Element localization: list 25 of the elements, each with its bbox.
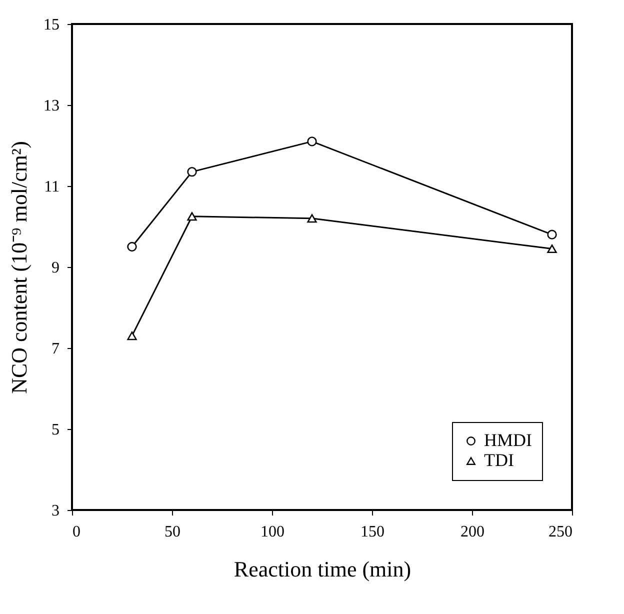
point bbox=[547, 244, 557, 254]
legend-label: HMDI bbox=[484, 430, 532, 450]
x-tick-label: 50 bbox=[164, 524, 180, 540]
point bbox=[127, 242, 137, 252]
point bbox=[307, 214, 317, 223]
y-axis-title: NCO content (10⁻⁹ mol/cm²) bbox=[6, 141, 32, 394]
y-tick-label: 7 bbox=[52, 340, 60, 358]
x-tick-label: 100 bbox=[260, 524, 284, 540]
y-tick-label: 9 bbox=[52, 260, 60, 276]
y-tick-label: 15 bbox=[44, 16, 60, 34]
y-tick-label: 3 bbox=[52, 502, 60, 520]
point bbox=[547, 230, 557, 240]
y-tick-label: 11 bbox=[44, 178, 60, 196]
y-tick-label: 13 bbox=[44, 98, 60, 114]
x-tick-label: 200 bbox=[460, 524, 484, 540]
point bbox=[307, 136, 317, 146]
legend-label: TDI bbox=[484, 450, 514, 470]
x-tick-label: 0 bbox=[72, 524, 80, 540]
x-tick-label: 250 bbox=[548, 524, 572, 540]
point bbox=[187, 212, 197, 221]
y-tick-label: 5 bbox=[52, 422, 60, 438]
x-axis-title: Reaction time (min) bbox=[234, 556, 412, 582]
point bbox=[127, 332, 137, 340]
point bbox=[187, 167, 197, 177]
x-tick-label: 150 bbox=[360, 524, 384, 540]
